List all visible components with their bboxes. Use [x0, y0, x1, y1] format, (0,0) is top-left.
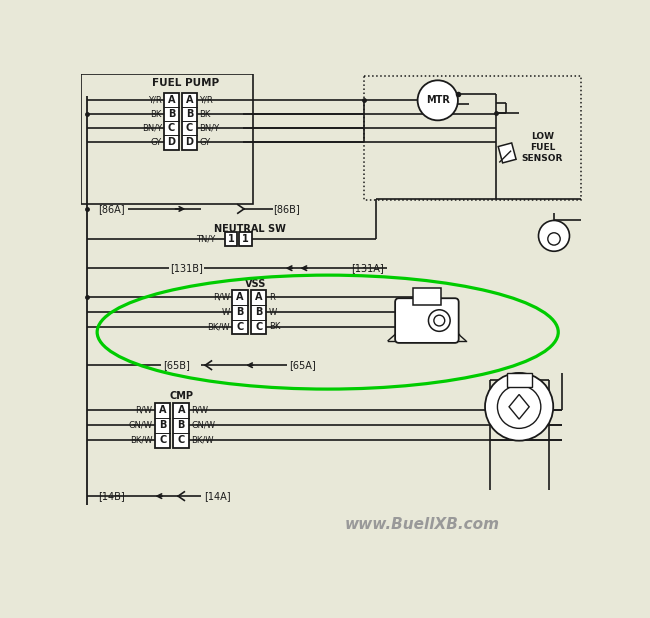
Text: Y/R: Y/R [148, 95, 162, 104]
Text: W: W [222, 308, 230, 316]
Circle shape [497, 385, 541, 428]
Bar [164, 93, 179, 150]
Bar [413, 288, 441, 305]
Circle shape [428, 310, 450, 331]
Text: BK: BK [151, 109, 162, 119]
Text: BN/Y: BN/Y [142, 124, 162, 133]
Text: A: A [186, 95, 193, 105]
Bar [81, 74, 254, 203]
Text: BK: BK [199, 109, 211, 119]
Text: B: B [237, 307, 244, 317]
Text: 1: 1 [242, 234, 249, 244]
FancyBboxPatch shape [395, 298, 459, 343]
Text: R/W: R/W [213, 293, 230, 302]
Bar [233, 290, 248, 334]
Text: [65B]: [65B] [162, 360, 190, 370]
Text: BK/W: BK/W [130, 436, 153, 445]
Text: B: B [168, 109, 176, 119]
Text: FUEL PUMP: FUEL PUMP [152, 78, 220, 88]
Text: W: W [269, 308, 277, 316]
Circle shape [434, 315, 445, 326]
Text: [131B]: [131B] [170, 263, 203, 273]
Text: C: C [177, 435, 185, 445]
Text: C: C [159, 435, 166, 445]
Bar [174, 403, 189, 447]
Text: [14A]: [14A] [203, 491, 230, 501]
Text: LOW
FUEL
SENSOR: LOW FUEL SENSOR [522, 132, 563, 163]
Text: A: A [177, 405, 185, 415]
Text: C: C [168, 123, 175, 133]
Text: BN/Y: BN/Y [199, 124, 219, 133]
Bar [225, 232, 237, 246]
Text: BK: BK [269, 323, 280, 331]
Text: GN/W: GN/W [191, 421, 215, 430]
Text: BK/W: BK/W [207, 323, 230, 331]
Text: R: R [269, 293, 275, 302]
Text: [14B]: [14B] [98, 491, 125, 501]
Text: MTR: MTR [426, 95, 450, 105]
Text: 1: 1 [227, 234, 234, 244]
Circle shape [538, 221, 569, 252]
Text: A: A [237, 292, 244, 302]
Text: www.BuellXB.com: www.BuellXB.com [344, 517, 500, 532]
Text: D: D [185, 137, 193, 148]
Text: C: C [186, 123, 193, 133]
Text: TN/Y: TN/Y [196, 234, 215, 243]
Text: C: C [237, 322, 244, 332]
Text: GN/W: GN/W [129, 421, 153, 430]
Bar [182, 93, 197, 150]
Text: GY: GY [151, 138, 162, 147]
Bar [251, 290, 266, 334]
Text: NEUTRAL SW: NEUTRAL SW [214, 224, 286, 234]
Text: [131A]: [131A] [351, 263, 383, 273]
Circle shape [417, 80, 458, 121]
Text: B: B [255, 307, 263, 317]
Text: D: D [168, 137, 176, 148]
Text: Y/R: Y/R [199, 95, 213, 104]
Text: [65A]: [65A] [289, 360, 316, 370]
Bar [155, 403, 170, 447]
Text: CMP: CMP [170, 391, 194, 401]
Text: B: B [177, 420, 185, 430]
Polygon shape [509, 394, 529, 419]
Text: A: A [159, 405, 166, 415]
Text: GY: GY [199, 138, 210, 147]
Text: [86B]: [86B] [274, 204, 300, 214]
Text: BK/W: BK/W [191, 436, 214, 445]
Circle shape [548, 233, 560, 245]
Bar [498, 143, 516, 163]
Text: B: B [159, 420, 166, 430]
Text: R/W: R/W [136, 406, 153, 415]
Bar [239, 232, 252, 246]
Text: R/W: R/W [191, 406, 208, 415]
Text: C: C [255, 322, 263, 332]
Bar [364, 75, 581, 200]
Text: VSS: VSS [245, 279, 266, 289]
Circle shape [485, 373, 553, 441]
Text: A: A [255, 292, 263, 302]
Text: B: B [186, 109, 193, 119]
Bar [507, 373, 532, 387]
Text: A: A [168, 95, 176, 105]
Text: [86A]: [86A] [98, 204, 125, 214]
